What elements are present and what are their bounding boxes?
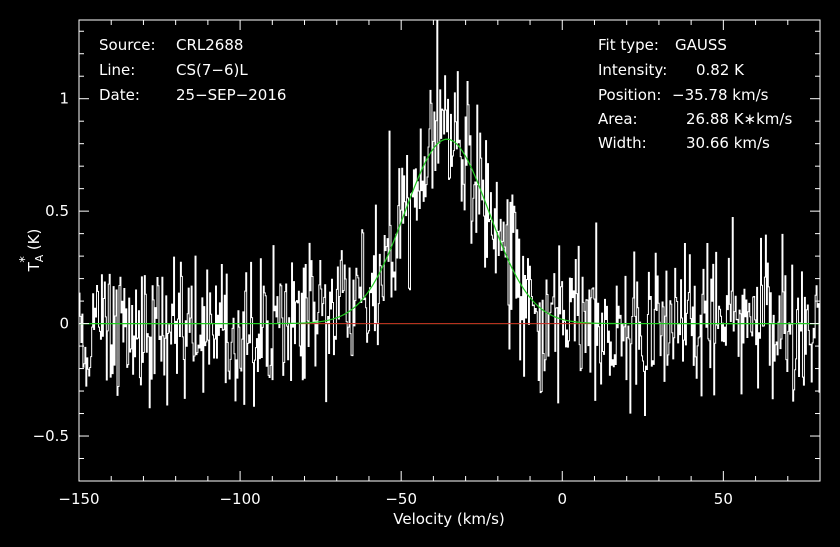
fit-type-value: GAUSS (675, 36, 727, 54)
y-axis-units: (K) (25, 229, 43, 251)
intensity-value: 0.82 K (696, 61, 745, 79)
y-tick-label: 0 (59, 315, 69, 333)
y-axis-title: TA* (K) (18, 229, 46, 273)
line-value: CS(7−6)L (176, 61, 248, 79)
x-tick-label: 0 (557, 490, 567, 508)
date-key: Date: (99, 86, 140, 104)
position-value: −35.78 km/s (672, 86, 769, 104)
x-tick-label: 50 (714, 490, 733, 508)
intensity-key: Intensity: (598, 61, 667, 79)
y-axis-superscript: * (18, 256, 33, 263)
svg-text:TA*(K): TA* (K) (18, 229, 46, 273)
y-tick-label: 0.5 (45, 202, 69, 220)
info-block-left: Source: CRL2688 Line: CS(7−6)L Date: 25−… (99, 36, 286, 104)
y-tick-label: −0.5 (33, 427, 69, 445)
x-tick-label: −150 (58, 490, 99, 508)
position-key: Position: (598, 86, 661, 104)
source-value: CRL2688 (176, 36, 243, 54)
fit-type-key: Fit type: (598, 36, 659, 54)
area-key: Area: (598, 110, 638, 128)
x-axis-title: Velocity (km/s) (393, 510, 504, 528)
width-key: Width: (598, 134, 647, 152)
plot-frame (78, 19, 821, 482)
date-value: 25−SEP−2016 (176, 86, 286, 104)
y-axis-subscript: A (33, 254, 46, 262)
x-tick-label: −100 (219, 490, 260, 508)
tick-marks (78, 20, 821, 481)
width-value: 30.66 km/s (686, 134, 770, 152)
source-key: Source: (99, 36, 156, 54)
info-block-right: Fit type: GAUSS Intensity: 0.82 K Positi… (598, 36, 792, 152)
y-tick-label: 1 (59, 90, 69, 108)
area-value: 26.88 K∗km/s (686, 110, 792, 128)
gaussian-fit-curve (79, 138, 820, 325)
spectrum-trace (79, 20, 820, 417)
line-key: Line: (99, 61, 135, 79)
y-axis-symbol: T (25, 261, 43, 272)
x-tick-labels: −150 −100 −50 0 50 (58, 490, 732, 508)
x-tick-label: −50 (385, 490, 417, 508)
data-layer (79, 20, 820, 417)
y-tick-labels: −0.5 0 0.5 1 (33, 90, 69, 445)
